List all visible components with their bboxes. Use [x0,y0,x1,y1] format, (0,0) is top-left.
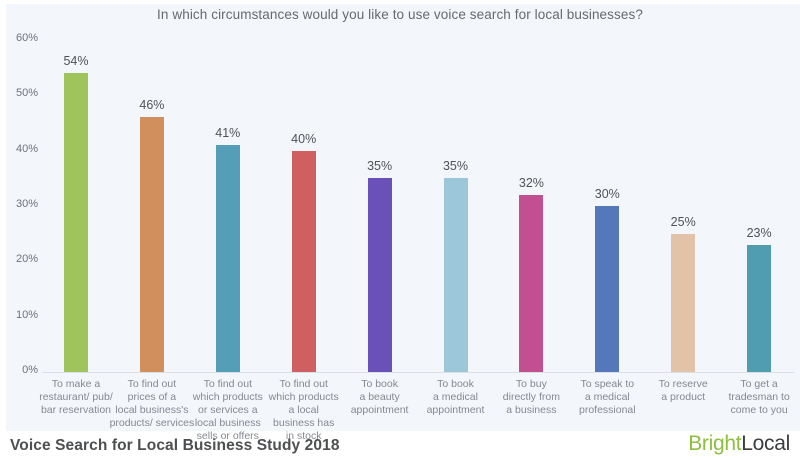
bar-value-label: 54% [63,54,89,69]
bar-value-label: 40% [291,131,317,146]
bar [519,194,544,372]
bar [64,73,88,372]
chart-title: In which circumstances would you like to… [157,7,643,22]
study-caption: Voice Search for Local Business Study 20… [10,437,340,454]
bar-value-label: 35% [367,159,393,174]
brand-part-bright: Bright [688,432,742,455]
x-category-label: To book a beauty appointment [350,378,409,416]
bar [291,150,316,372]
bar-value-label: 30% [594,187,620,201]
bar [367,178,392,372]
bar [671,233,696,372]
x-category-label: To find out which products or services a lo… [192,378,263,442]
bar [443,178,468,372]
y-tick-label: 40% [15,142,38,155]
bar-value-label: 41% [215,126,241,141]
x-category-label: To get a tradesman to come to you [728,378,790,416]
y-tick-label: 0% [22,364,38,376]
y-tick-label: 50% [15,87,38,100]
bar [215,145,240,372]
y-tick-label: 30% [15,198,38,210]
x-category-label: To find out which products a local business… [268,378,339,442]
chart-panel [6,4,800,431]
bar-value-label: 23% [746,225,772,240]
bar-value-label: 35% [442,159,469,174]
y-tick-label: 20% [15,253,38,266]
x-category-label: To make a restaurant/ pub/bar reservation [39,378,113,416]
x-category-label: To speak to a medical professional [578,378,636,416]
y-tick-label: 10% [15,308,38,321]
bar [139,117,164,372]
x-category-label: To book a medical appointment [426,378,485,416]
x-axis-line [42,372,794,373]
bar [595,206,620,372]
bar-value-label: 46% [139,98,165,113]
x-category-label: To find out prices of a local business's pr… [109,378,195,429]
bar-value-label: 32% [518,175,544,190]
bar-value-label: 25% [670,214,696,229]
brightlocal-logo: BrightLocal [688,432,790,456]
x-category-label: To buy directly from a business [502,378,560,416]
bar [747,244,772,372]
x-category-label: To reserve a product [658,378,708,403]
y-tick-label: 60% [15,32,38,44]
brand-part-local: Local [741,432,790,455]
